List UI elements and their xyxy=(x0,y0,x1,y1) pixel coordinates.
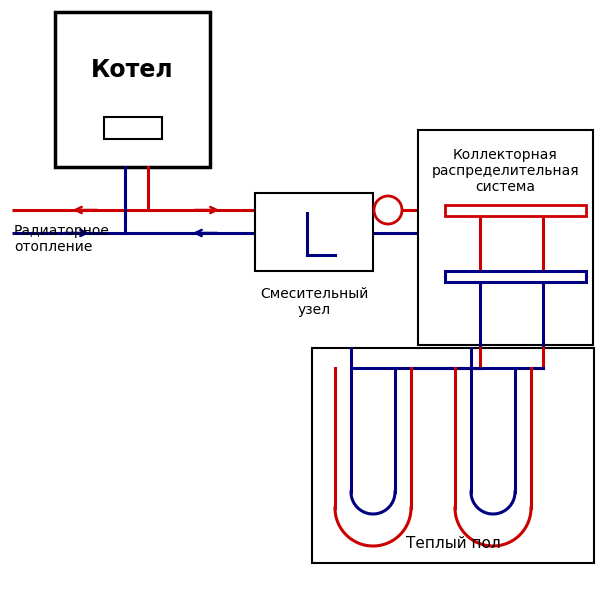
Bar xyxy=(445,204,586,215)
Circle shape xyxy=(374,196,402,224)
Bar xyxy=(103,117,161,139)
Bar xyxy=(445,271,586,282)
Bar xyxy=(255,193,373,271)
Bar xyxy=(55,12,210,167)
Text: Смесительный
узел: Смесительный узел xyxy=(260,287,368,317)
Bar xyxy=(418,130,593,345)
Text: Теплый пол: Теплый пол xyxy=(406,536,500,551)
Text: Радиаторное
отопление: Радиаторное отопление xyxy=(14,224,110,254)
Text: Котел: Котел xyxy=(91,58,174,82)
Bar xyxy=(312,348,594,563)
Text: Коллекторная
распределительная
система: Коллекторная распределительная система xyxy=(432,148,579,194)
